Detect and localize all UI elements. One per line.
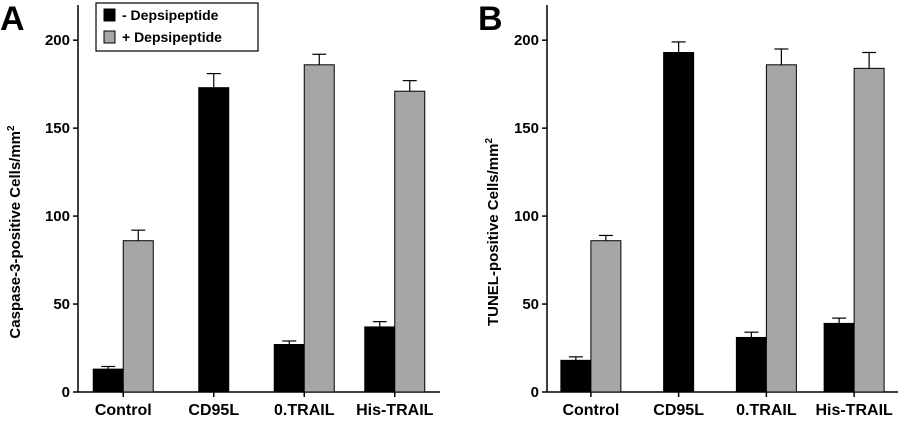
y-tick-label: 0 — [531, 384, 539, 401]
x-tick-label: CD95L — [653, 402, 704, 419]
x-tick-label: Control — [95, 402, 152, 419]
bar — [364, 326, 396, 393]
x-tick-label: His-TRAIL — [815, 402, 893, 419]
bar — [198, 87, 230, 393]
panel-letter-a: A — [0, 0, 25, 38]
legend: - Depsipeptide + Depsipeptide — [95, 2, 259, 52]
bar — [92, 368, 124, 393]
panel-a: A Caspase-3-positive Cells/mm2 0 50 100 150… — [0, 0, 440, 419]
bar — [394, 90, 426, 393]
bar — [560, 359, 592, 393]
y-tick-label: 150 — [514, 120, 539, 137]
bar — [853, 67, 885, 393]
y-tick-label: 200 — [514, 32, 539, 49]
y-tick-label: 150 — [45, 120, 70, 137]
y-tick-label: 0 — [62, 384, 70, 401]
y-axis-label-a: Caspase-3-positive Cells/mm2 — [6, 125, 24, 339]
legend-label-minus: - Depsipeptide — [122, 7, 219, 23]
bar — [823, 322, 855, 393]
y-tick-label: 100 — [514, 208, 539, 225]
x-tick-label: 0.TRAIL — [736, 402, 797, 419]
legend-swatch-minus — [103, 8, 116, 22]
y-axis-label-b: TUNEL-positive Cells/mm2 — [484, 138, 502, 327]
x-tick-label: 0.TRAIL — [274, 402, 335, 419]
bar — [735, 336, 767, 393]
bar — [303, 64, 335, 393]
x-tick-label: Control — [562, 402, 619, 419]
legend-box — [95, 2, 259, 52]
panel-b: B TUNEL-positive Cells/mm2 0 50 100 150 200 C… — [478, 0, 898, 419]
legend-label-plus: + Depsipeptide — [122, 29, 222, 45]
bar — [273, 344, 305, 393]
bar — [122, 240, 154, 393]
y-tick-label: 50 — [522, 296, 539, 313]
x-tick-label: CD95L — [188, 402, 239, 419]
bar — [590, 240, 622, 393]
bar — [765, 64, 797, 393]
y-tick-label: 100 — [45, 208, 70, 225]
y-tick-label: 50 — [53, 296, 70, 313]
bar — [663, 51, 695, 393]
panel-letter-b: B — [478, 0, 503, 38]
y-tick-label: 200 — [45, 32, 70, 49]
x-tick-label: His-TRAIL — [356, 402, 434, 419]
legend-swatch-plus — [103, 30, 116, 44]
